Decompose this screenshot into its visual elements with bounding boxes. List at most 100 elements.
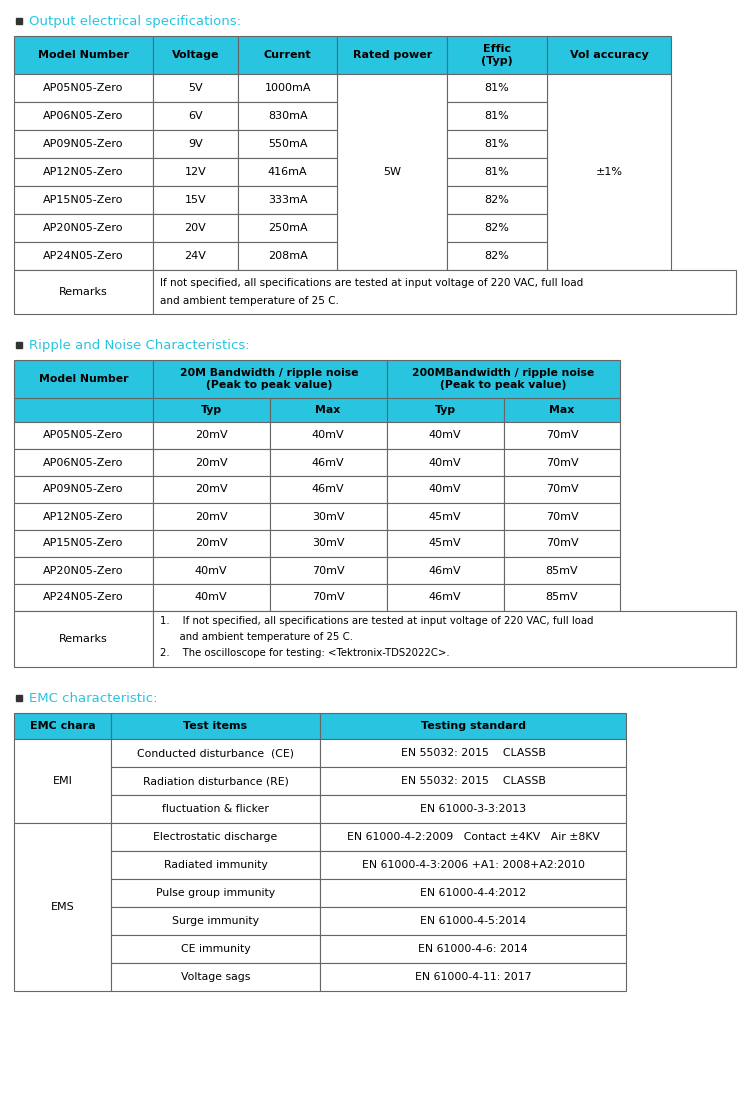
Text: Output electrical specifications:: Output electrical specifications: (29, 15, 241, 28)
Bar (269, 530, 386, 557)
Bar (14, 74, 152, 102)
Text: 6V: 6V (188, 110, 202, 121)
Bar (111, 767, 320, 795)
Bar (238, 214, 338, 242)
Bar (269, 449, 386, 477)
Text: 70mV: 70mV (312, 566, 344, 576)
Text: 30mV: 30mV (312, 539, 344, 548)
Bar (320, 852, 626, 879)
Bar (503, 530, 620, 557)
Text: EMS: EMS (50, 902, 74, 912)
Bar (238, 129, 338, 158)
Text: 45mV: 45mV (429, 511, 461, 521)
Bar (111, 822, 320, 852)
Text: EN 61000-4-3:2006 +A1: 2008+A2:2010: EN 61000-4-3:2006 +A1: 2008+A2:2010 (362, 860, 585, 870)
Bar (152, 74, 238, 102)
Text: EN 55032: 2015    CLASSB: EN 55032: 2015 CLASSB (400, 776, 546, 786)
Bar (111, 852, 320, 879)
Text: 45mV: 45mV (429, 539, 461, 548)
Text: AP12N05-Zero: AP12N05-Zero (43, 511, 124, 521)
Bar (14, 360, 152, 398)
Bar (386, 422, 503, 449)
Text: 82%: 82% (484, 195, 509, 205)
Text: 70mV: 70mV (546, 511, 578, 521)
Text: 46mV: 46mV (429, 593, 461, 603)
Text: 85mV: 85mV (546, 566, 578, 576)
Text: Conducted disturbance  (CE): Conducted disturbance (CE) (137, 748, 294, 758)
Bar (14, 398, 152, 422)
Text: 46mV: 46mV (429, 566, 461, 576)
Bar (14, 713, 111, 739)
Bar (386, 530, 503, 557)
Bar (447, 74, 547, 102)
Text: 12V: 12V (184, 167, 206, 177)
Bar (269, 477, 386, 503)
Text: Max: Max (549, 405, 574, 415)
Text: AP20N05-Zero: AP20N05-Zero (43, 223, 124, 233)
Text: 70mV: 70mV (546, 539, 578, 548)
Text: EN 61000-4-6: 2014: EN 61000-4-6: 2014 (419, 944, 528, 954)
Bar (14, 503, 152, 530)
Text: 20mV: 20mV (195, 511, 227, 521)
Bar (447, 242, 547, 270)
Text: 550mA: 550mA (268, 140, 308, 150)
Bar (152, 610, 736, 667)
Text: Voltage sags: Voltage sags (181, 972, 250, 982)
Bar (152, 186, 238, 214)
Bar (14, 557, 152, 584)
Text: CE immunity: CE immunity (181, 944, 250, 954)
Bar (152, 449, 269, 477)
Bar (152, 477, 269, 503)
Text: EN 61000-4-5:2014: EN 61000-4-5:2014 (420, 916, 526, 926)
Bar (386, 360, 620, 398)
Bar (447, 158, 547, 186)
Text: EN 61000-4-11: 2017: EN 61000-4-11: 2017 (415, 972, 532, 982)
Text: 70mV: 70mV (546, 458, 578, 468)
Bar (503, 584, 620, 610)
Bar (152, 242, 238, 270)
Text: 40mV: 40mV (429, 458, 461, 468)
Text: Current: Current (264, 50, 311, 60)
Bar (320, 713, 626, 739)
Text: 81%: 81% (484, 140, 509, 150)
Bar (269, 503, 386, 530)
Text: AP09N05-Zero: AP09N05-Zero (43, 140, 124, 150)
Bar (503, 398, 620, 422)
Bar (503, 503, 620, 530)
Bar (386, 557, 503, 584)
Text: EMC chara: EMC chara (29, 721, 95, 731)
Text: Electrostatic discharge: Electrostatic discharge (153, 833, 278, 841)
Text: 20mV: 20mV (195, 539, 227, 548)
Text: EN 61000-3-3:2013: EN 61000-3-3:2013 (420, 804, 526, 814)
Text: Remarks: Remarks (59, 634, 108, 644)
Bar (269, 398, 386, 422)
Text: AP06N05-Zero: AP06N05-Zero (43, 110, 124, 121)
Bar (320, 879, 626, 907)
Bar (386, 398, 503, 422)
Text: and ambient temperature of 25 C.: and ambient temperature of 25 C. (160, 296, 338, 306)
Text: 40mV: 40mV (312, 431, 344, 441)
Bar (152, 158, 238, 186)
Text: 250mA: 250mA (268, 223, 308, 233)
Bar (14, 158, 152, 186)
Text: AP06N05-Zero: AP06N05-Zero (43, 458, 124, 468)
Bar (152, 398, 269, 422)
Text: EMI: EMI (53, 776, 72, 786)
Text: 81%: 81% (484, 83, 509, 93)
Text: AP05N05-Zero: AP05N05-Zero (43, 83, 124, 93)
Bar (238, 186, 338, 214)
Text: Testing standard: Testing standard (421, 721, 526, 731)
Bar (14, 129, 152, 158)
Text: EMC characteristic:: EMC characteristic: (29, 692, 158, 704)
Text: Pulse group immunity: Pulse group immunity (156, 888, 275, 898)
Bar (338, 36, 447, 74)
Bar (111, 907, 320, 935)
Bar (447, 102, 547, 129)
Text: 40mV: 40mV (195, 593, 227, 603)
Bar (14, 214, 152, 242)
Text: Max: Max (316, 405, 340, 415)
Text: 82%: 82% (484, 223, 509, 233)
Text: 81%: 81% (484, 167, 509, 177)
Text: 830mA: 830mA (268, 110, 308, 121)
Text: 333mA: 333mA (268, 195, 308, 205)
